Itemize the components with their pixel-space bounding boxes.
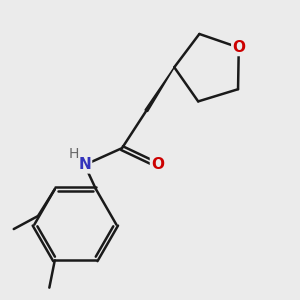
Polygon shape — [145, 67, 174, 112]
Text: O: O — [151, 158, 164, 172]
Text: O: O — [232, 40, 245, 55]
Text: N: N — [78, 158, 91, 172]
Text: H: H — [69, 148, 80, 161]
